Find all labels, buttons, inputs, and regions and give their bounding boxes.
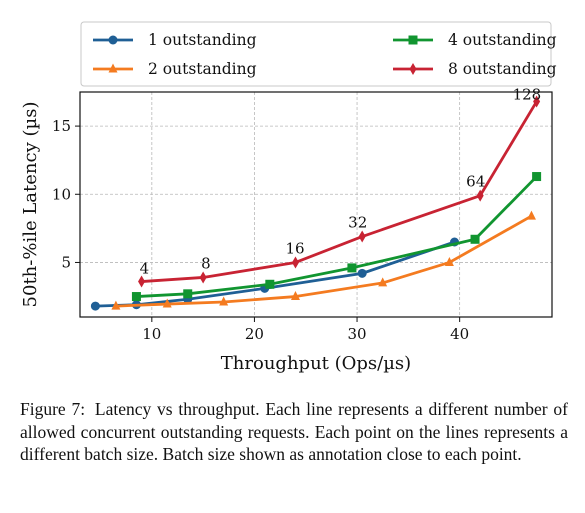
legend-label-3: 4 outstanding: [448, 31, 557, 49]
x-tick-label: 20: [245, 325, 264, 343]
latency-throughput-chart: 10 20 30 40 5 10 15 Throughput (Ops/µs) 50th-%il…: [20, 21, 557, 374]
y-tick-label: 10: [52, 185, 71, 203]
legend-label-1: 1 outstanding: [148, 31, 257, 49]
x-tick-label: 10: [142, 325, 161, 343]
figure-caption: Figure 7: Latency vs throughput. Each li…: [20, 398, 568, 466]
data-point: [533, 95, 541, 108]
x-axis-label: Throughput (Ops/µs): [221, 353, 411, 374]
batch-size-annotation: 16: [285, 239, 304, 257]
x-tick-label: 30: [347, 325, 366, 343]
data-point: [444, 256, 454, 266]
data-point: [378, 277, 388, 287]
data-point: [90, 301, 100, 311]
y-tick-label: 15: [52, 117, 71, 135]
data-point: [526, 210, 536, 220]
legend-marker: [409, 63, 417, 75]
series-line-3: [136, 175, 538, 298]
batch-size-annotation: 128: [513, 86, 542, 104]
data-point: [470, 234, 480, 244]
data-point: [358, 230, 366, 243]
caption-text: Latency vs throughput. Each line represe…: [20, 399, 568, 464]
legend-marker: [108, 35, 118, 45]
batch-size-annotation: 8: [201, 254, 211, 272]
data-point: [291, 256, 299, 269]
batch-size-annotation: 4: [140, 260, 150, 278]
data-point: [162, 298, 172, 308]
data-point: [183, 289, 193, 299]
batch-size-annotation: 64: [466, 173, 485, 191]
figure: 10 20 30 40 5 10 15 Throughput (Ops/µs) 50th-%il…: [20, 21, 557, 374]
plot-frame: [79, 91, 553, 318]
data-point: [199, 271, 207, 284]
data-point: [290, 291, 300, 301]
series-line-2: [115, 214, 533, 308]
data-point: [532, 172, 542, 182]
data-point: [476, 189, 484, 202]
legend-marker: [108, 63, 118, 73]
x-tick-label: 40: [450, 325, 469, 343]
legend-marker: [408, 35, 418, 45]
data-point: [111, 300, 121, 310]
data-point: [219, 296, 229, 306]
y-axis-label: 50th-%ile Latency (µs): [20, 102, 41, 308]
y-tick-label: 5: [61, 253, 71, 271]
batch-size-annotation: 32: [348, 214, 367, 232]
caption-label: Figure 7:: [20, 399, 86, 419]
series-line-4: [141, 100, 538, 283]
legend-box: [80, 21, 552, 87]
data-point: [138, 275, 146, 288]
legend-label-4: 8 outstanding: [448, 60, 557, 78]
data-point: [131, 292, 141, 302]
legend-label-2: 2 outstanding: [148, 60, 257, 78]
data-point: [357, 268, 367, 278]
data-point: [347, 263, 357, 273]
data-point: [265, 279, 275, 289]
